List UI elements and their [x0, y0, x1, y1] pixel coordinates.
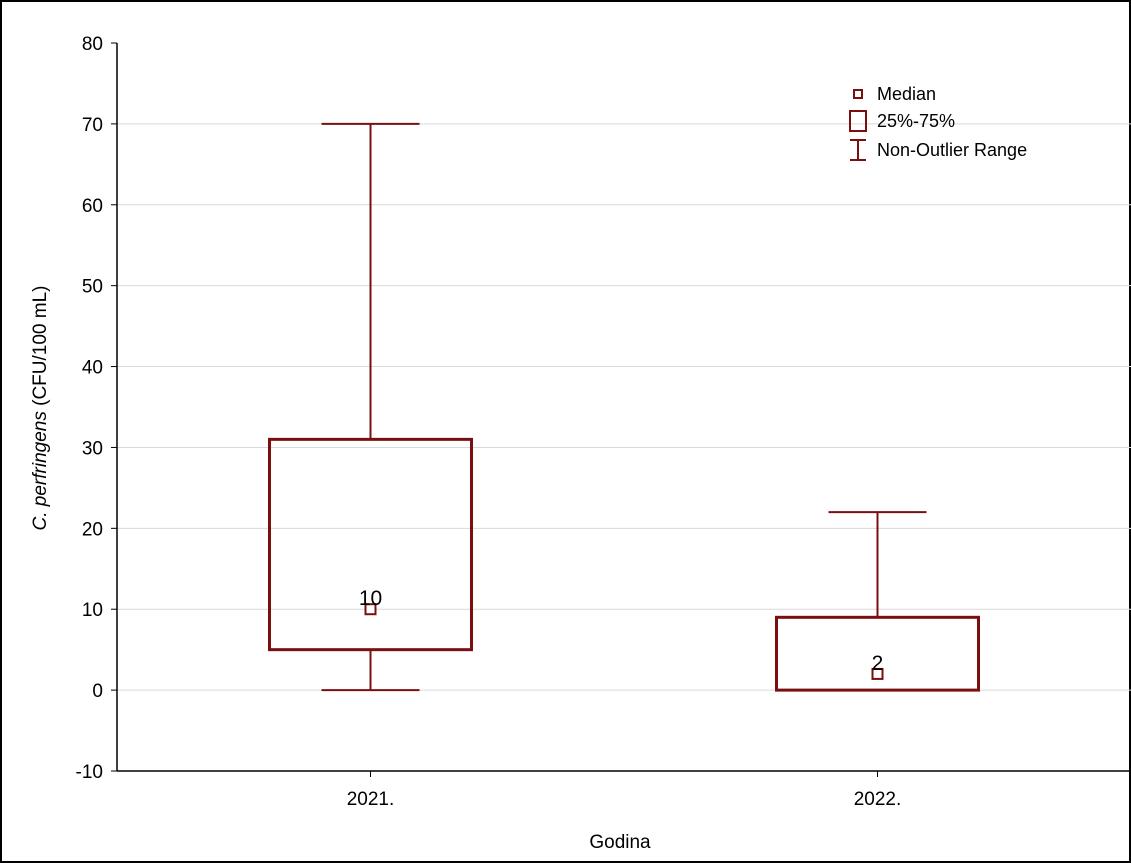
median-marker	[871, 667, 884, 680]
legend-label: 25%-75%	[877, 111, 955, 131]
legend: Median 25%-75% Non-Outlier Range	[849, 84, 1027, 161]
legend-label: Median	[877, 84, 936, 104]
legend-median-marker	[853, 89, 863, 99]
y-tick-label: 10	[82, 600, 103, 621]
axes	[111, 42, 1131, 777]
y-tick-label: 20	[82, 519, 103, 540]
y-tick-label: 30	[82, 438, 103, 459]
y-axis-title: C. perfringens (CFU/100 mL)	[30, 286, 51, 531]
x-axis-title: Godina	[589, 832, 651, 853]
y-tick-label: -10	[76, 762, 103, 783]
grid-lines	[117, 123, 1131, 691]
box-series: 10 2	[268, 122, 980, 692]
box-2021: 10	[268, 122, 473, 692]
y-tick-label: 80	[82, 34, 103, 55]
y-tick-label: 60	[82, 196, 103, 217]
median-marker	[364, 603, 377, 616]
box-2022: 2	[775, 511, 980, 692]
tick-labels: -10 0 10 20 30 40 50 60 70 80 2021. 2022.	[76, 34, 902, 810]
y-tick-label: 50	[82, 277, 103, 298]
median-label: 10	[359, 587, 382, 610]
y-axis-title-organism: C. perfringens	[30, 411, 51, 531]
legend-item-box: 25%-75%	[849, 110, 955, 132]
y-axis-title-unit: (CFU/100 mL)	[30, 286, 51, 412]
iqr-box	[268, 437, 473, 652]
x-tick-label: 2022.	[854, 789, 902, 810]
y-tick-label: 0	[92, 681, 103, 702]
median-label: 2	[872, 652, 884, 675]
iqr-box	[775, 615, 980, 692]
x-tick-label: 2021.	[347, 789, 395, 810]
y-tick-label: 70	[82, 115, 103, 136]
legend-item-median-marker: Median	[853, 84, 936, 104]
y-tick-label: 40	[82, 358, 103, 379]
legend-label: Non-Outlier Range	[877, 140, 1027, 160]
legend-item-whisker: Non-Outlier Range	[850, 139, 1027, 161]
legend-box-symbol	[849, 110, 867, 132]
